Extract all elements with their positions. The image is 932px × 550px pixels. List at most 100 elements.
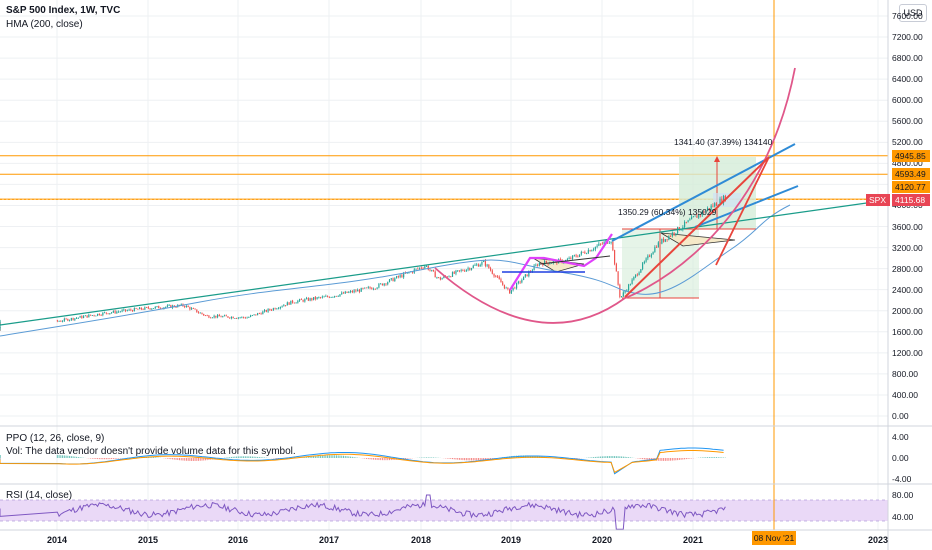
ppo-histogram-bar [334,455,336,458]
price-candle [434,271,436,278]
price-candle [579,254,581,257]
price-candle [624,291,626,293]
price-candle [118,311,120,313]
ppo-histogram-bar [705,457,707,458]
ppo-histogram-bar [253,456,255,458]
price-candle [232,316,234,319]
ppo-histogram-bar [348,456,350,458]
price-candle [276,308,278,310]
price-candle [678,227,680,231]
price-candle [314,297,316,300]
magenta-pattern [509,233,613,291]
price-candle [441,278,443,280]
price-candle [551,263,553,264]
steeper-trendline [715,156,770,266]
ppo-histogram-bar [673,458,675,461]
ppo-histogram-bar [526,455,528,458]
ppo-histogram-bar [118,458,120,459]
ppo-histogram-bar [166,458,168,459]
price-candle [166,305,168,307]
ppo-histogram-bar [98,458,100,460]
price-candle [512,287,514,291]
price-candle [659,242,661,244]
ppo-histogram-bar [353,457,355,458]
price-candle [587,250,589,254]
ppo-histogram-bar [657,458,659,461]
hma-line [0,204,791,337]
price-candle [262,311,264,315]
ppo-histogram-bar [684,458,686,460]
ppo-histogram-bar [262,457,264,458]
ppo-histogram-bar [530,455,532,458]
ppo-histogram-bar [104,458,106,460]
price-candle [286,302,288,306]
ppo-histogram-bar [63,455,65,458]
ppo-histogram-bar [721,457,723,458]
price-candle [455,270,457,274]
price-candle [79,316,81,318]
price-candle [698,214,700,218]
price-candle [469,268,471,270]
price-tick-label: 5200.00 [892,137,923,148]
price-candle [339,294,341,297]
ppo-histogram-bar [712,457,714,458]
price-candle [374,288,376,290]
price-candle [593,249,595,251]
price-candle [84,315,86,317]
ppo-histogram-bar [573,458,575,459]
ppo-histogram-bar [719,457,721,458]
price-candle [505,287,507,289]
ppo-histogram-bar [381,458,383,461]
price-candle [203,314,205,316]
ppo-histogram-bar [366,458,368,459]
price-candle [328,296,330,298]
rsi-legend[interactable]: RSI (14, close) [6,490,73,501]
currency-button[interactable]: USD [899,4,927,22]
price-candle [272,308,274,311]
ppo-histogram-bar [227,457,229,458]
ppo-histogram-bar [70,456,72,458]
price-tick-label: 5600.00 [892,116,923,127]
price-candle [349,291,352,292]
ppo-histogram-bar [715,457,717,458]
price-candle [486,264,488,266]
trend-drawings [0,67,889,337]
price-candle [222,316,224,318]
price-candle [316,297,318,300]
volume-legend[interactable]: Vol: The data vendor doesn't provide vol… [6,446,296,457]
symbol-title[interactable]: S&P 500 Index, 1W, TVC [6,5,121,16]
rsi-pane [0,494,726,530]
level-tag-3: 4120.77 [892,181,930,193]
ppo-histogram-bar [408,458,410,459]
hma-legend[interactable]: HMA (200, close) [6,19,83,30]
price-tick-label: 6000.00 [892,95,923,106]
spx-symbol-tag: SPX [866,194,890,206]
price-candle [109,313,111,315]
price-candle [516,283,518,289]
ppo-histogram-bar [594,456,596,458]
price-candle [636,274,638,276]
year-tick-label: 2020 [591,535,613,545]
price-candle [220,316,222,318]
price-candle [394,278,396,282]
price-candle [675,233,677,235]
ppo-histogram-bar [481,458,483,460]
price-candle [517,281,519,284]
price-candle [234,318,236,319]
ppo-histogram-bar [232,456,234,458]
ppo-histogram-bar [237,456,239,458]
ppo-legend[interactable]: PPO (12, 26, close, 9) [6,433,105,444]
price-candle [647,255,649,259]
price-candle [633,276,635,280]
price-candle [376,287,378,289]
ppo-histogram-bar [304,457,306,458]
ppo-histogram-bar [246,456,248,458]
price-candle [502,282,504,285]
ppo-histogram-bar [234,456,236,458]
ppo-histogram-bar [617,456,619,458]
price-candle [330,297,332,298]
price-candle [197,312,200,314]
ppo-histogram-bar [650,458,652,461]
ppo-histogram-bar [248,456,250,458]
